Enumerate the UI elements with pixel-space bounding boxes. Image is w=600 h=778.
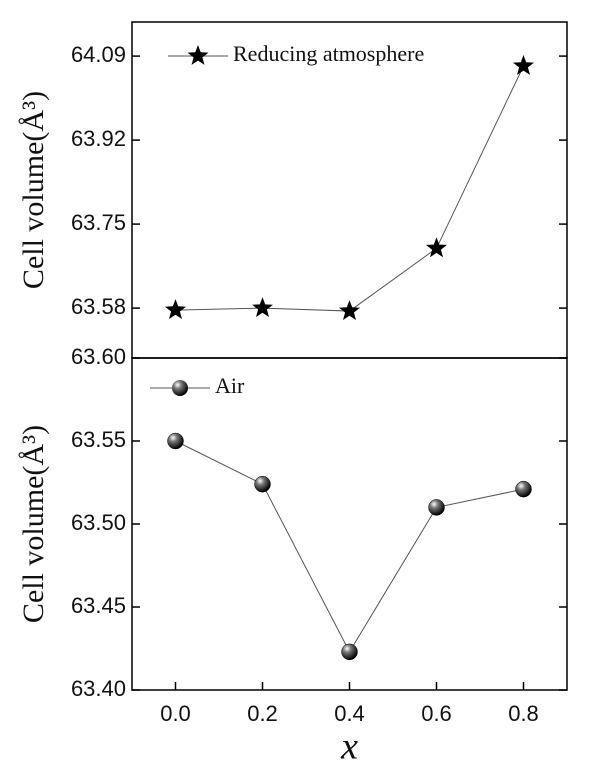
x-tick-label: 0.0 bbox=[160, 701, 191, 726]
y-tick-label: 63.45 bbox=[71, 593, 126, 618]
sphere-marker bbox=[167, 432, 184, 450]
sphere-marker bbox=[428, 499, 445, 516]
x-tick-label: 0.4 bbox=[334, 701, 365, 726]
y-tick-label: 63.55 bbox=[71, 427, 126, 452]
x-tick-label: 0.8 bbox=[508, 701, 539, 726]
sphere-marker bbox=[515, 480, 532, 498]
y-tick-label: 63.40 bbox=[71, 676, 126, 701]
y-tick-label: 63.58 bbox=[71, 294, 126, 319]
y-axis-label: Cell volume(Å³) bbox=[17, 91, 50, 289]
y-tick-label: 64.09 bbox=[71, 42, 126, 67]
star-marker bbox=[339, 300, 360, 320]
x-tick-label: 0.6 bbox=[421, 701, 452, 726]
y-tick-label: 63.75 bbox=[71, 210, 126, 235]
legend-label: Reducing atmosphere bbox=[233, 41, 424, 66]
x-tick-label: 0.2 bbox=[247, 701, 278, 726]
sphere-marker bbox=[254, 475, 271, 493]
sphere-marker bbox=[341, 643, 358, 661]
star-marker bbox=[426, 237, 447, 258]
y-tick-label: 63.92 bbox=[71, 126, 126, 151]
y-tick-label: 63.50 bbox=[71, 510, 126, 535]
data-line bbox=[175, 440, 524, 653]
plot-frame bbox=[131, 357, 568, 691]
star-marker bbox=[165, 299, 186, 319]
star-marker bbox=[252, 297, 273, 317]
legend-label: Air bbox=[215, 373, 245, 398]
data-line bbox=[175, 65, 524, 312]
legend-marker bbox=[187, 45, 209, 65]
legend-sphere bbox=[172, 380, 188, 396]
star-marker bbox=[513, 55, 534, 75]
y-axis-label: Cell volume(Å³) bbox=[17, 425, 50, 623]
legend-marker bbox=[172, 380, 188, 396]
legend-star bbox=[187, 45, 209, 65]
x-axis-label: x bbox=[340, 726, 358, 768]
y-tick-label: 63.60 bbox=[71, 344, 126, 369]
